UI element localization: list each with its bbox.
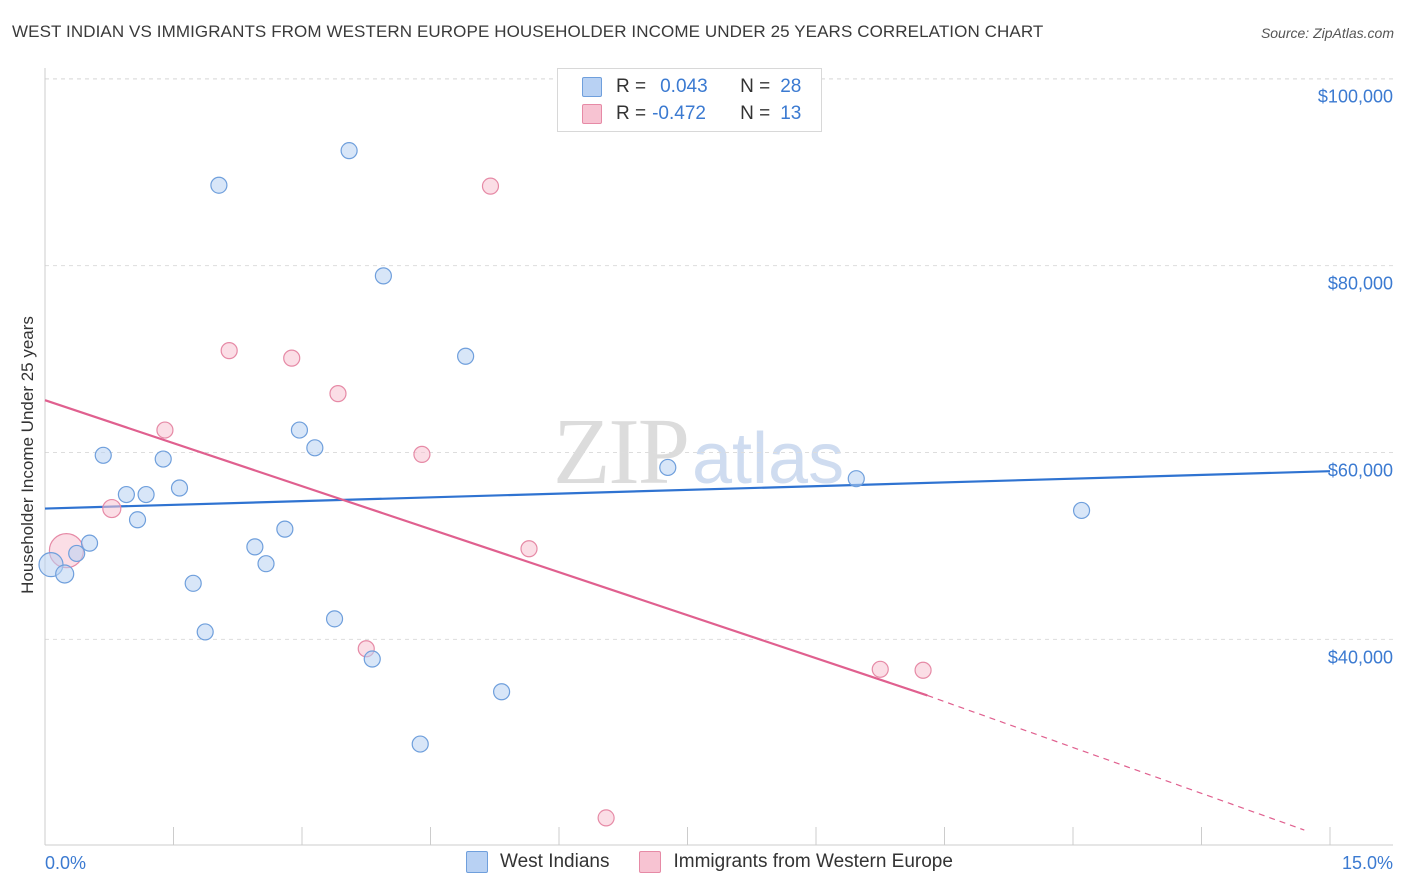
data-point-west-indians: [117, 485, 135, 504]
legend-n-label: N =: [740, 103, 771, 124]
legend-item-west-indians[interactable]: West Indians: [466, 851, 609, 873]
data-point-western-europe: [871, 660, 889, 678]
grid-lines: [45, 78, 1393, 640]
trend-line-extension: [927, 694, 1305, 831]
data-point-west-indians: [290, 421, 309, 439]
data-point-western-europe: [597, 809, 615, 827]
trend-line-western-europe: [44, 399, 928, 697]
data-point-west-indians: [128, 511, 147, 529]
data-point-west-indians: [94, 446, 112, 464]
legend-swatch-blue: [466, 851, 488, 873]
data-point-west-indians: [325, 610, 344, 628]
data-point-west-indians: [80, 534, 99, 552]
data-point-west-indians: [257, 555, 275, 573]
data-point-western-europe: [481, 177, 500, 195]
data-point-west-indians: [340, 142, 358, 160]
legend-swatch-blue: [582, 77, 602, 97]
data-point-western-europe: [220, 342, 238, 360]
correlation-legend: R = 0.043 N = 28 R = -0.472 N = 13: [557, 68, 822, 132]
data-point-western-europe: [283, 349, 301, 367]
legend-r-value: 0.043: [660, 76, 708, 97]
legend-n-value: 13: [780, 103, 802, 124]
legend-item-western-europe[interactable]: Immigrants from Western Europe: [639, 851, 953, 873]
data-point-west-indians: [847, 470, 865, 488]
data-point-western-europe: [329, 385, 347, 403]
series-legend: West Indians Immigrants from Western Eur…: [466, 851, 983, 873]
data-point-west-indians: [1072, 501, 1091, 520]
data-point-western-europe: [520, 540, 538, 558]
data-point-west-indians: [363, 650, 381, 668]
data-point-west-indians: [55, 564, 75, 584]
data-point-west-indians: [246, 538, 264, 556]
legend-n-value: 28: [780, 76, 802, 97]
data-point-west-indians: [306, 439, 324, 457]
data-point-western-europe: [156, 421, 174, 439]
tick-labels: $40,000 $60,000 $80,000 $100,000 0.0% 15.0%: [45, 87, 1393, 873]
y-tick-label: $40,000: [1328, 647, 1393, 667]
y-tick-label: $80,000: [1328, 274, 1393, 294]
legend-r-label: R =: [616, 103, 647, 124]
data-point-west-indians: [137, 485, 155, 504]
data-point-west-indians: [493, 683, 511, 701]
data-point-west-indians: [154, 450, 172, 468]
legend-n-label: N =: [740, 76, 771, 97]
legend-row-west-indians: R = 0.043 N = 28: [582, 76, 801, 98]
data-point-west-indians: [210, 176, 228, 194]
chart-title: WEST INDIAN VS IMMIGRANTS FROM WESTERN E…: [12, 22, 1044, 41]
data-point-west-indians: [184, 574, 202, 592]
data-point-west-indians: [457, 347, 475, 365]
x-tick-label: 15.0%: [1342, 853, 1393, 873]
trend-lines: [44, 399, 1331, 831]
axes: [44, 68, 1393, 846]
legend-row-western-europe: R = -0.472 N = 13: [582, 103, 801, 125]
legend-swatch-pink: [639, 851, 662, 873]
data-point-western-europe: [102, 498, 122, 519]
data-point-west-indians: [276, 520, 294, 538]
data-point-west-indians: [68, 544, 86, 563]
data-point-west-indians: [659, 458, 677, 477]
y-tick-label: $100,000: [1318, 87, 1393, 107]
data-point-western-europe: [413, 445, 431, 463]
data-point-west-indians: [196, 623, 214, 641]
data-point-west-indians: [170, 479, 189, 497]
legend-label-west-indians: West Indians: [500, 851, 610, 872]
y-tick-label: $60,000: [1328, 461, 1393, 481]
data-point-west-indians: [374, 267, 392, 285]
legend-r-label: R =: [616, 76, 647, 97]
x-tick-label: 0.0%: [45, 853, 86, 873]
data-points: [38, 142, 1091, 827]
data-point-western-europe: [914, 661, 932, 679]
source-label: Source: ZipAtlas.com: [1260, 25, 1394, 41]
legend-swatch-pink: [582, 104, 602, 124]
data-point-west-indians: [411, 735, 429, 753]
trend-line-west-indians: [44, 470, 1331, 510]
legend-r-value: -0.472: [652, 103, 706, 124]
legend-label-western-europe: Immigrants from Western Europe: [673, 851, 953, 872]
